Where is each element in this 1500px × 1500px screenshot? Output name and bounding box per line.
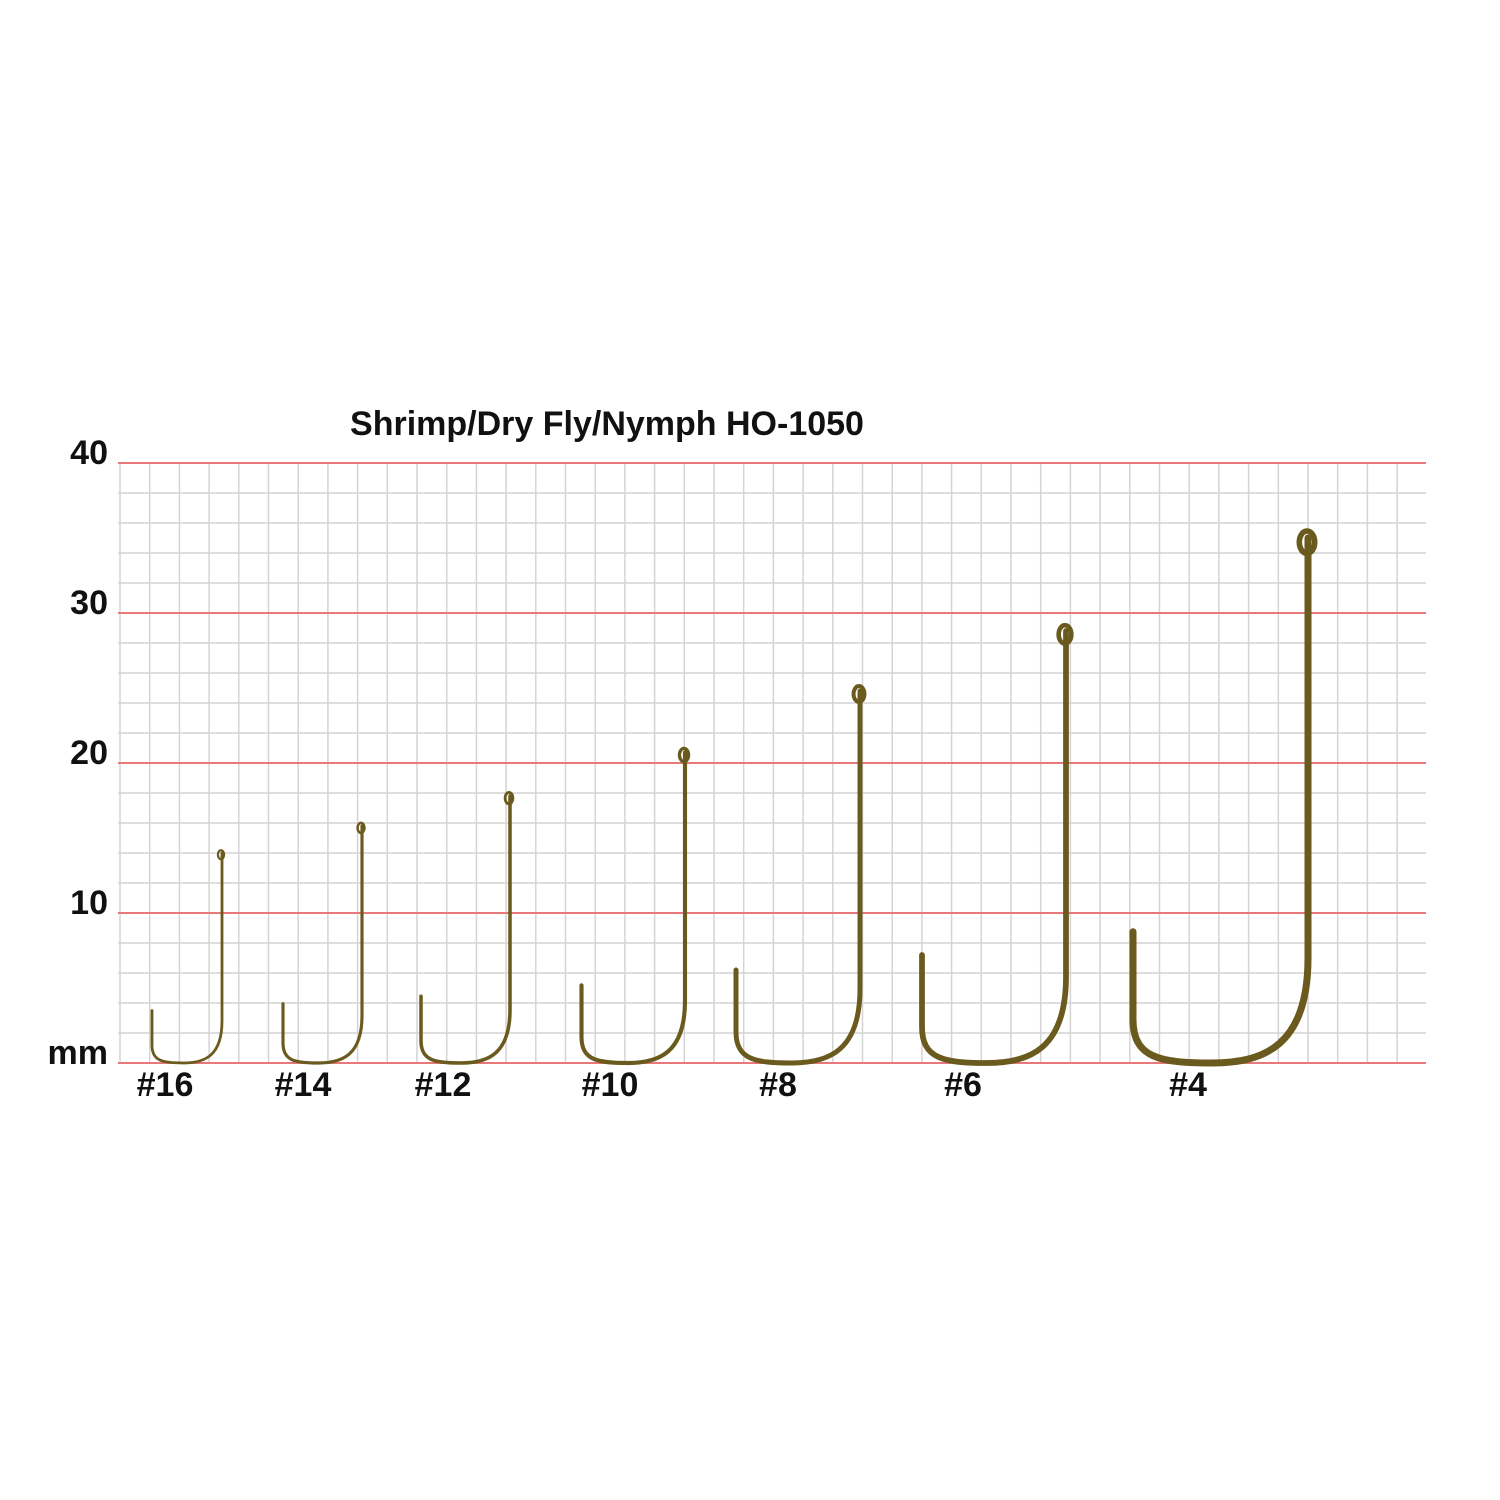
hook-eye (1056, 622, 1074, 646)
hook (150, 851, 224, 1065)
hook-eye (503, 791, 515, 806)
x-tick-label: #4 (1169, 1066, 1207, 1104)
x-tick-label: #10 (582, 1066, 639, 1104)
hook (1129, 534, 1312, 1067)
hook (281, 824, 364, 1065)
y-tick-label: 10 (70, 884, 108, 922)
hook-eye (1296, 528, 1318, 557)
x-tick-label: #6 (944, 1066, 982, 1104)
hook (919, 628, 1069, 1066)
hook-eye (677, 746, 691, 764)
hook (579, 750, 688, 1066)
hook-eye (216, 849, 226, 861)
hook (733, 688, 863, 1066)
y-tick-label: 40 (70, 434, 108, 472)
x-tick-label: #8 (759, 1066, 797, 1104)
chart-title: Shrimp/Dry Fly/Nymph HO-1050 (350, 405, 864, 443)
y-tick-label: 20 (70, 734, 108, 772)
x-tick-label: #16 (137, 1066, 194, 1104)
hook-eye (851, 684, 867, 704)
x-tick-label: #12 (415, 1066, 472, 1104)
y-tick-label: 30 (70, 584, 108, 622)
x-tick-label: #14 (275, 1066, 332, 1104)
hook (419, 794, 512, 1065)
y-tick-label: mm (48, 1034, 108, 1072)
hook-eye (356, 821, 366, 835)
